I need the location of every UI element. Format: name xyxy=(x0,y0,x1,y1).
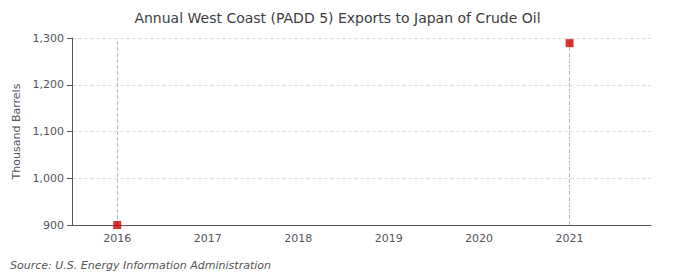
svg-text:900: 900 xyxy=(43,219,64,232)
svg-text:1,100: 1,100 xyxy=(33,125,65,138)
svg-text:1,200: 1,200 xyxy=(33,78,65,91)
svg-text:2018: 2018 xyxy=(284,232,312,245)
svg-text:2020: 2020 xyxy=(465,232,493,245)
svg-text:2016: 2016 xyxy=(103,232,131,245)
svg-text:Thousand Barrels: Thousand Barrels xyxy=(10,83,23,180)
svg-text:Source: U.S. Energy Informatio: Source: U.S. Energy Information Administ… xyxy=(10,259,271,272)
svg-text:2019: 2019 xyxy=(375,232,403,245)
svg-text:1,300: 1,300 xyxy=(33,32,65,45)
svg-text:2017: 2017 xyxy=(194,232,222,245)
svg-text:2021: 2021 xyxy=(556,232,584,245)
svg-text:Annual West Coast (PADD 5) Exp: Annual West Coast (PADD 5) Exports to Ja… xyxy=(134,10,540,26)
svg-text:1,000: 1,000 xyxy=(33,172,65,185)
